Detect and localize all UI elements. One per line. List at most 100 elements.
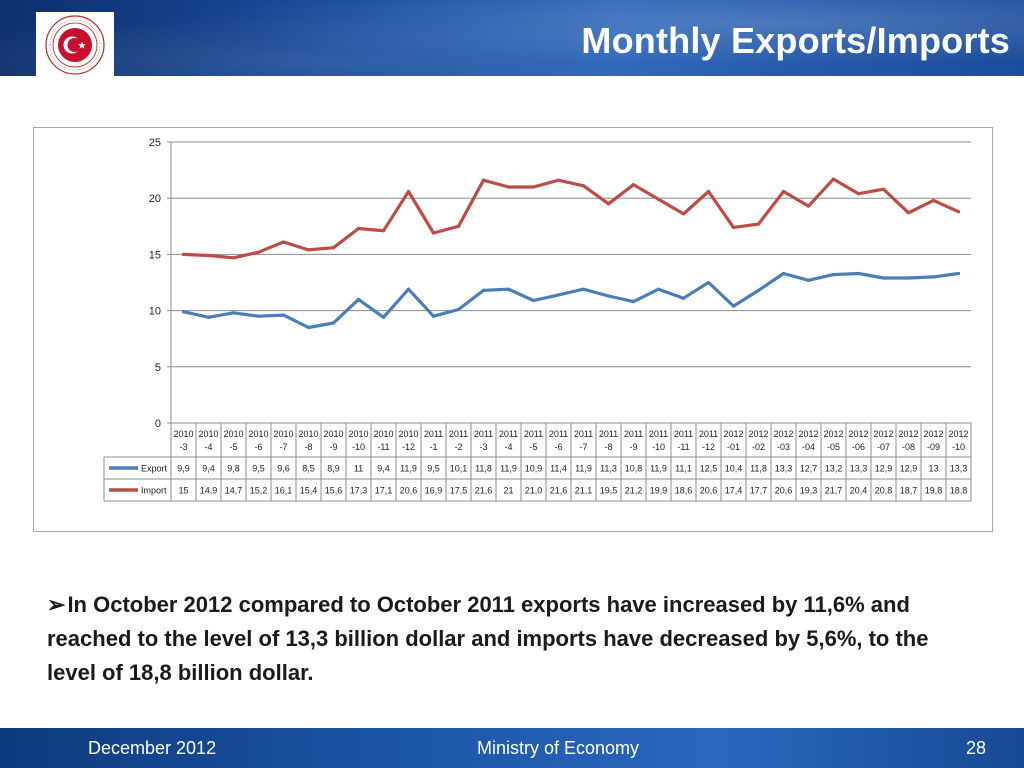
x-tick-label: -5 <box>529 442 537 452</box>
table-cell-value: 13,2 <box>825 464 843 474</box>
data-point <box>606 294 611 298</box>
x-tick-label: -01 <box>727 442 740 452</box>
x-tick-label: -10 <box>952 442 965 452</box>
data-point <box>481 178 486 182</box>
data-point <box>706 280 711 285</box>
table-cell-value: 11,9 <box>650 464 667 474</box>
data-point <box>631 300 636 304</box>
table-cell-value: 9,4 <box>202 464 215 474</box>
table-cell-value: 9,5 <box>252 464 265 474</box>
table-cell-value: 21,7 <box>825 486 843 496</box>
data-point <box>306 325 311 330</box>
x-tick-label: -05 <box>827 442 840 452</box>
table-cell-value: 19,8 <box>925 486 943 496</box>
table-cell-value: 11 <box>354 464 363 474</box>
table-cell-value: 9,5 <box>427 464 440 474</box>
x-tick-label: -06 <box>852 442 865 452</box>
data-point <box>456 224 461 228</box>
data-point <box>256 314 261 318</box>
table-cell-value: 9,9 <box>177 464 190 474</box>
table-cell-value: 11,9 <box>500 464 517 474</box>
table-cell-value: 19,5 <box>600 486 618 496</box>
table-cell-value: 13 <box>928 464 938 474</box>
table-cell-value: 12,5 <box>700 464 718 474</box>
x-tick-label: 2012 <box>848 429 868 439</box>
x-tick-label: 2011 <box>624 429 643 439</box>
data-point <box>556 293 561 297</box>
table-cell-value: 21,2 <box>625 486 643 496</box>
x-tick-label: 2011 <box>599 429 618 439</box>
x-tick-label: -1 <box>429 442 437 452</box>
data-point <box>881 187 886 191</box>
x-tick-label: -8 <box>604 442 612 452</box>
x-tick-label: 2011 <box>449 429 468 439</box>
y-tick-label: 5 <box>155 362 161 374</box>
x-tick-label: -09 <box>927 442 940 452</box>
x-tick-label: 2012 <box>798 429 818 439</box>
data-point <box>706 189 711 194</box>
x-tick-label: -9 <box>629 442 637 452</box>
table-cell-value: 21 <box>503 486 513 496</box>
data-point <box>231 256 236 260</box>
x-tick-label: 2010 <box>398 429 418 439</box>
table-cell-value: 13,3 <box>950 464 968 474</box>
table-cell-value: 8,5 <box>302 464 315 474</box>
table-cell-value: 16,9 <box>425 486 443 496</box>
data-point <box>906 211 911 215</box>
data-point <box>506 287 511 291</box>
table-cell-value: 17,7 <box>750 486 768 496</box>
data-point <box>856 192 861 196</box>
x-tick-label: 2010 <box>298 429 318 439</box>
data-point <box>681 296 686 300</box>
x-tick-label: 2012 <box>773 429 793 439</box>
data-point <box>956 271 961 276</box>
table-cell-value: 11,8 <box>475 464 492 474</box>
legend-label: Import <box>141 486 167 496</box>
x-tick-label: -7 <box>279 442 287 452</box>
data-point <box>231 311 236 315</box>
table-cell-value: 21,6 <box>475 486 493 496</box>
data-point <box>781 271 786 276</box>
table-cell-value: 13,3 <box>775 464 793 474</box>
x-tick-label: 2011 <box>574 429 593 439</box>
x-tick-label: -11 <box>377 442 389 452</box>
x-tick-label: 2011 <box>474 429 493 439</box>
data-point <box>406 287 411 291</box>
data-point <box>456 307 461 312</box>
table-cell-value: 17,3 <box>350 486 368 496</box>
table-cell-value: 16,1 <box>275 486 293 496</box>
x-tick-label: -02 <box>752 442 765 452</box>
data-point <box>306 248 311 252</box>
x-tick-label: 2011 <box>499 429 518 439</box>
page-title: Monthly Exports/Imports <box>581 20 1010 61</box>
data-point <box>956 210 961 214</box>
x-tick-label: -11 <box>677 442 689 452</box>
data-point <box>256 250 261 254</box>
table-cell-value: 18,7 <box>900 486 918 496</box>
data-point <box>731 225 736 230</box>
table-cell-value: 17,5 <box>450 486 468 496</box>
table-cell-value: 9,8 <box>227 464 240 474</box>
data-point <box>581 287 586 291</box>
data-point <box>281 240 286 244</box>
series-line-export <box>181 271 961 330</box>
x-tick-label: 2011 <box>649 429 668 439</box>
table-cell-value: 11,4 <box>550 464 567 474</box>
data-point <box>681 212 686 216</box>
y-tick-label: 0 <box>155 418 161 430</box>
table-cell-value: 15,2 <box>250 486 268 496</box>
legend-label: Export <box>141 464 168 474</box>
table-cell-value: 11,3 <box>600 464 617 474</box>
x-tick-label: 2010 <box>198 429 218 439</box>
table-cell-value: 21,1 <box>575 486 593 496</box>
x-tick-label: -10 <box>652 442 665 452</box>
x-tick-label: 2010 <box>348 429 368 439</box>
data-point <box>381 315 386 319</box>
x-tick-label: -03 <box>777 442 790 452</box>
x-tick-label: -5 <box>229 442 237 452</box>
table-cell-value: 19,3 <box>800 486 818 496</box>
x-tick-label: -08 <box>902 442 915 452</box>
x-tick-label: 2010 <box>323 429 343 439</box>
x-tick-label: 2012 <box>898 429 918 439</box>
x-tick-label: -6 <box>254 442 262 452</box>
